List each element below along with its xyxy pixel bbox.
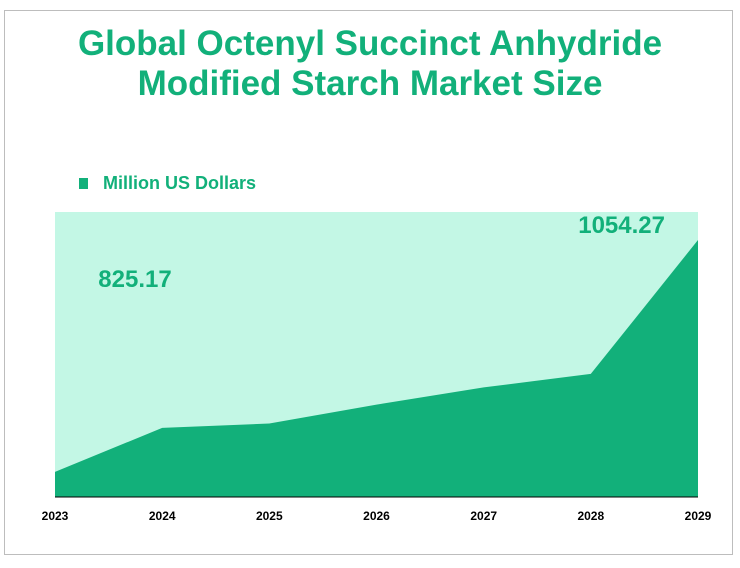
x-tick-label-2029: 2029 (685, 509, 712, 523)
data-label-2029: 1054.27 (578, 212, 665, 239)
x-tick-label-2023: 2023 (42, 509, 69, 523)
x-tick-label-2028: 2028 (577, 509, 604, 523)
data-label-2024: 825.17 (98, 266, 171, 293)
chart-title-line-2: Modified Starch Market Size (137, 64, 603, 103)
x-tick-label-2025: 2025 (256, 509, 283, 523)
legend: Million US Dollars (79, 172, 256, 194)
legend-swatch (79, 177, 88, 189)
x-tick-label-2027: 2027 (470, 509, 497, 523)
x-tick-label-2026: 2026 (363, 509, 390, 523)
legend-label: Million US Dollars (103, 172, 257, 193)
chart-title: Global Octenyl Succinct Anhydride Modifi… (0, 24, 740, 104)
area-series (55, 240, 698, 497)
x-tick-label-2024: 2024 (149, 509, 176, 523)
chart-title-line-1: Global Octenyl Succinct Anhydride (77, 24, 663, 63)
